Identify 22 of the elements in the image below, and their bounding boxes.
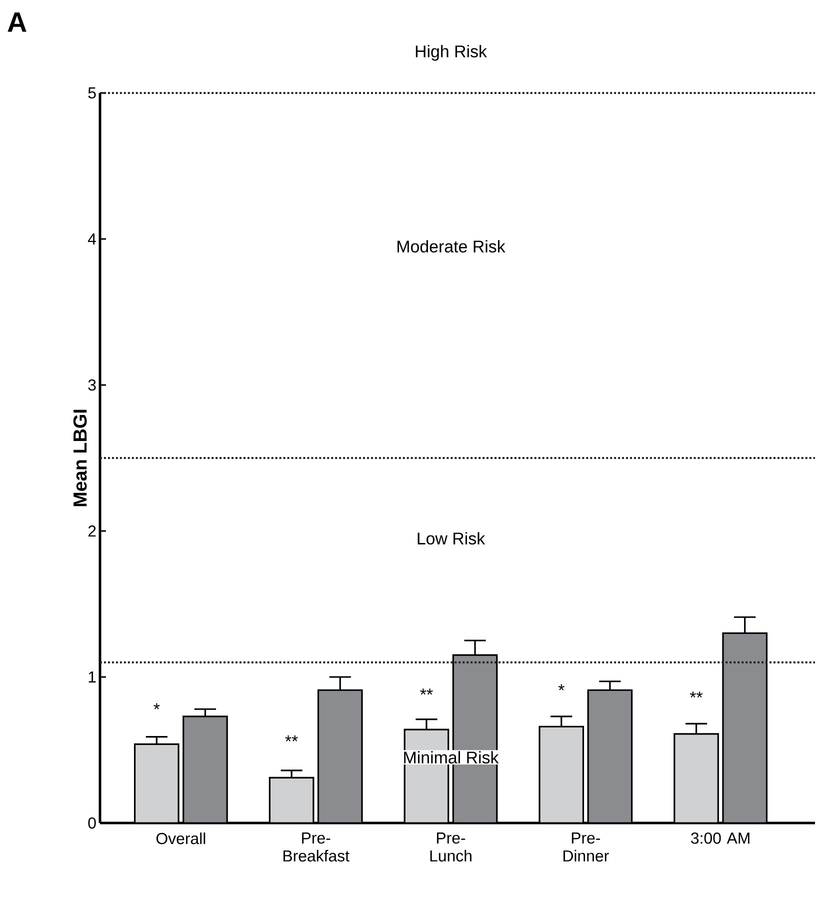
y-tick-label: 0 (88, 817, 96, 829)
x-tick-label: Overall (156, 832, 206, 844)
text: High Risk (416, 44, 487, 61)
annotation: * (558, 684, 564, 690)
x-tick-label: Pre-Dinner (563, 832, 609, 862)
y-tick-label: 4 (88, 234, 96, 244)
annotation: Minimal Risk (404, 751, 499, 764)
x-tick-label: 3:00 AM (691, 832, 750, 844)
y-tick-label: 1 (88, 672, 96, 682)
annotation: ** (420, 688, 433, 695)
x-tick-label: Pre-Breakfast (283, 832, 350, 862)
y-tick-label: 3 (88, 379, 96, 391)
annotation: Low Risk (418, 532, 486, 545)
y-tick-label: 2 (88, 525, 96, 537)
annotation: ** (285, 735, 298, 742)
text: A (8, 12, 26, 32)
annotation: * (154, 703, 160, 710)
annotation: ** (690, 692, 703, 698)
y-axis-title: Mean LBGI (73, 410, 87, 506)
x-tick-label: Pre-Lunch (430, 832, 472, 862)
annotation: Moderate Risk (398, 240, 506, 253)
y-tick-label: 5 (88, 87, 96, 99)
